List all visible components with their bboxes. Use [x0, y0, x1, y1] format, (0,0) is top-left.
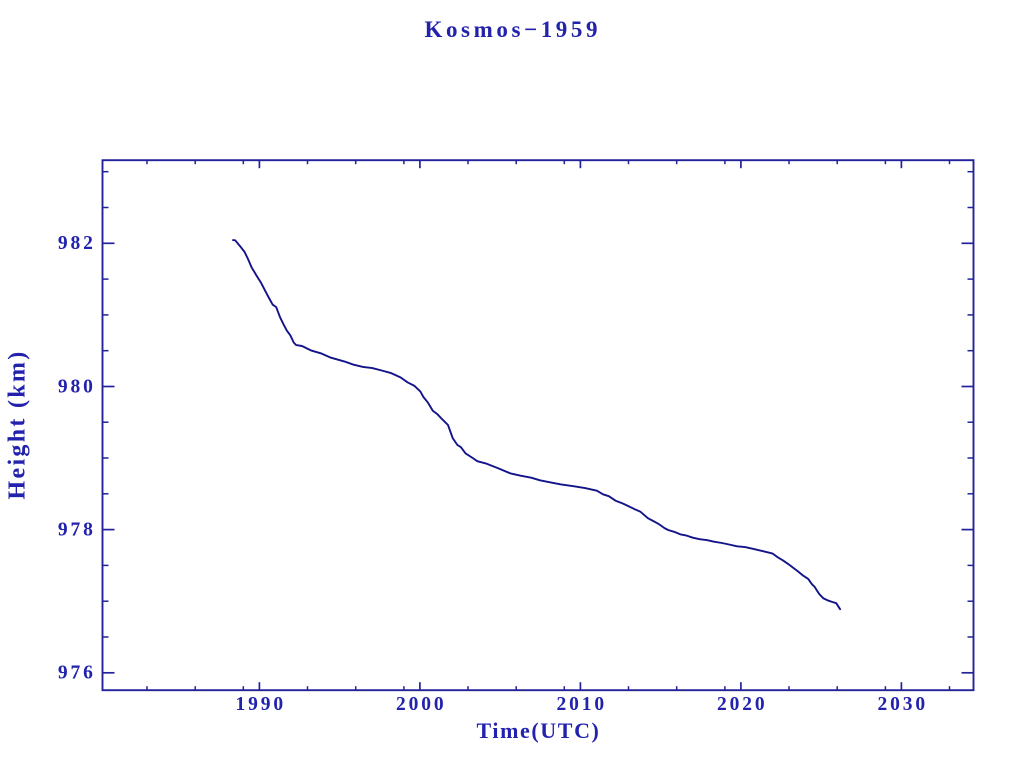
- svg-text:980: 980: [58, 376, 96, 397]
- svg-text:976: 976: [58, 663, 96, 684]
- svg-text:1990: 1990: [235, 694, 286, 715]
- svg-text:2030: 2030: [877, 694, 928, 715]
- svg-text:982: 982: [58, 233, 96, 254]
- svg-text:Time(UTC): Time(UTC): [477, 718, 601, 743]
- svg-text:2010: 2010: [556, 694, 607, 715]
- svg-text:2020: 2020: [717, 694, 768, 715]
- svg-text:Height (km): Height (km): [5, 350, 31, 500]
- svg-text:Kosmos−1959: Kosmos−1959: [424, 17, 601, 42]
- svg-text:2000: 2000: [396, 694, 447, 715]
- svg-text:978: 978: [58, 519, 96, 540]
